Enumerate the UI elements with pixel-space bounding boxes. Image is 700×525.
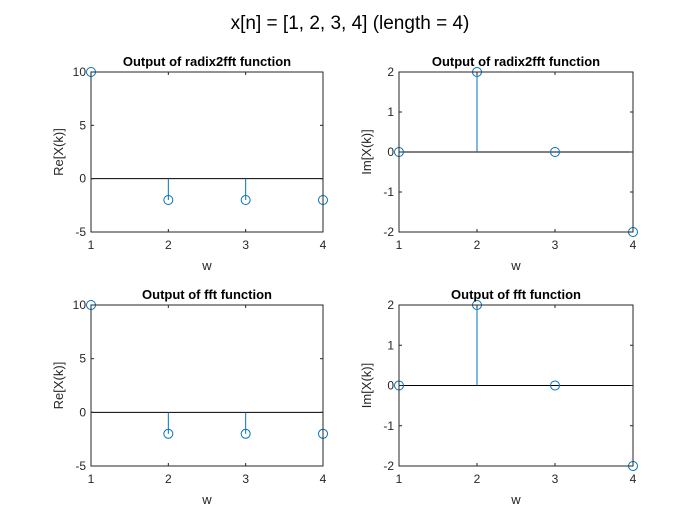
y-tick-label: -5 [75,459,86,473]
x-axis-label: w [510,258,521,273]
x-tick-label: 3 [242,472,249,486]
stem-marker [163,428,174,439]
y-tick-label: 0 [387,379,394,393]
y-tick-label: -5 [75,225,86,239]
stem-marker [240,428,251,439]
x-tick-label: 1 [396,238,403,252]
subplot-4: 1 2 3 4 -2 -1 0 1 2 Output of fft function w Im[X(k… [359,287,638,507]
x-tick-label: 1 [396,472,403,486]
x-tick-label: 4 [320,472,327,486]
x-tick-label: 1 [88,238,95,252]
y-axis-label: Im[X(k)] [359,363,374,409]
subplot-3: 1 2 3 4 -5 0 5 10 Output of fft function w Re[X(k)… [51,287,328,507]
y-tick-label: 10 [73,298,87,312]
x-tick-label: 4 [630,472,637,486]
plot-area [91,305,323,466]
y-tick-label: -2 [383,225,394,239]
subplot-title: Output of radix2fft function [123,54,291,69]
x-tick-label: 1 [88,472,95,486]
plot-area [91,72,323,232]
y-tick-label: 2 [387,65,394,79]
stem-marker [550,147,560,157]
y-tick-label: 0 [79,172,86,186]
axes-box [90,71,324,233]
x-axis-label: w [201,492,212,507]
y-tick-label: 1 [387,338,394,352]
axes-box [90,304,324,467]
x-tick-label: 2 [474,238,481,252]
subplot-title: Output of fft function [142,287,272,302]
x-tick-label: 2 [165,238,172,252]
y-axis-label: Re[X(k)] [51,362,66,410]
x-tick-label: 3 [552,472,559,486]
x-tick-label: 2 [474,472,481,486]
y-axis-label: Im[X(k)] [359,129,374,175]
y-axis-label: Re[X(k)] [51,128,66,176]
y-tick-label: -1 [383,419,394,433]
x-tick-label: 3 [242,238,249,252]
x-tick-label: 2 [165,472,172,486]
stem-marker [550,380,560,391]
x-tick-label: 4 [630,238,637,252]
stem-marker [240,195,251,205]
stem-marker [163,195,174,205]
y-tick-label: -2 [383,459,394,473]
subplot-1: 1 2 3 4 -5 0 5 10 Output of radix2fft function w R… [51,54,328,273]
y-tick-label: 0 [387,145,394,159]
y-tick-label: 10 [73,65,87,79]
x-tick-label: 3 [552,238,559,252]
y-tick-label: 2 [387,298,394,312]
subplot-title: Output of radix2fft function [432,54,600,69]
x-tick-label: 4 [320,238,327,252]
subplot-title: Output of fft function [451,287,581,302]
x-axis-label: w [201,258,212,273]
figure-title: x[n] = [1, 2, 3, 4] (length = 4) [231,13,470,34]
y-tick-label: 5 [79,352,86,366]
y-tick-label: 0 [79,405,86,419]
y-tick-label: 5 [79,118,86,132]
subplot-2: 1 2 3 4 -2 -1 0 1 2 Output of radix2fft function w… [359,54,638,273]
y-tick-label: -1 [383,185,394,199]
x-axis-label: w [510,492,521,507]
y-tick-label: 1 [387,105,394,119]
